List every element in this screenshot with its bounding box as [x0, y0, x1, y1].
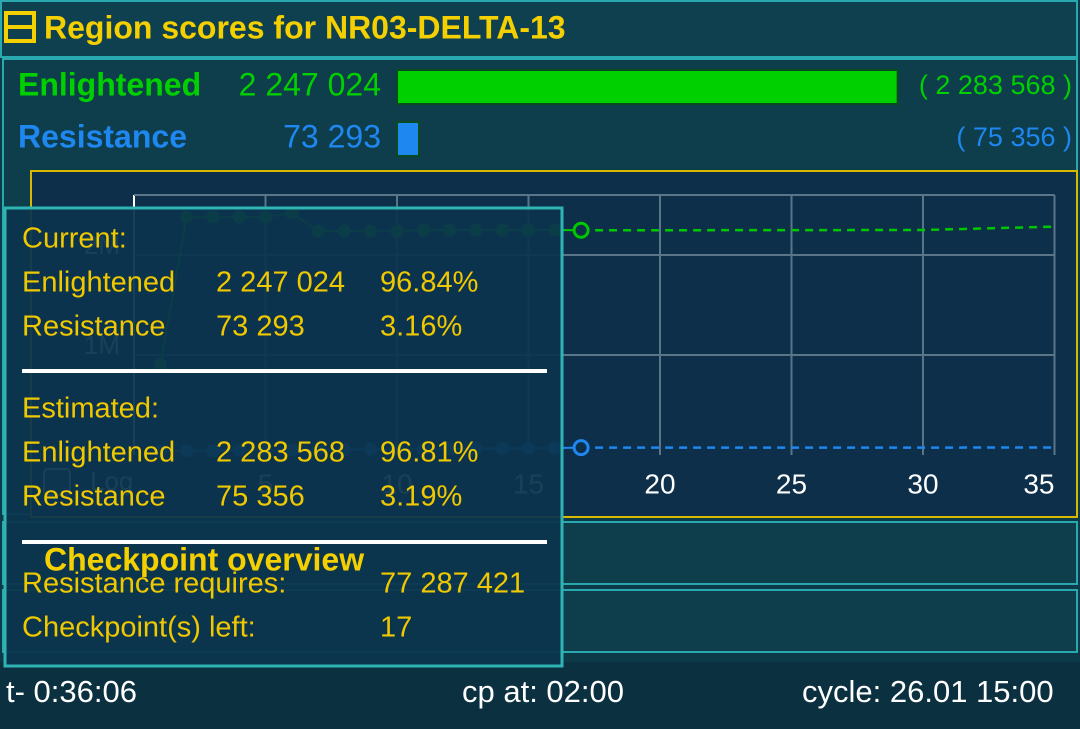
tooltip-value: 73 293: [216, 311, 305, 343]
score-bar: [396, 121, 420, 157]
tooltip-label: Resistance: [22, 481, 165, 513]
section-title: Checkpoint overview: [44, 541, 364, 577]
series-point: [572, 439, 590, 457]
tooltip-heading: Current:: [22, 223, 127, 255]
score-value: 73 293: [283, 118, 381, 154]
score-estimate: ( 75 356 ): [956, 122, 1072, 152]
series-point: [572, 221, 590, 239]
checkpoint-time: cp at: 02:00: [462, 674, 624, 709]
collapse-icon[interactable]: [4, 11, 36, 43]
tooltip-value: 2 247 024: [216, 267, 345, 299]
score-value: 2 247 024: [239, 66, 381, 102]
score-name: Enlightened: [18, 66, 201, 102]
tooltip-percent: 96.81%: [380, 437, 478, 469]
tooltip-label: Checkpoint(s) left:: [22, 612, 256, 644]
x-tick-label: 35: [1023, 468, 1054, 499]
header-bar: [0, 0, 1078, 58]
tooltip-value: 17: [380, 612, 412, 644]
tooltip: Current: Enlightened 2 247 024 96.84% Resist…: [3, 206, 564, 668]
x-tick-label: 30: [907, 468, 938, 499]
footer-bar: [0, 662, 1080, 729]
tooltip-percent: 3.19%: [380, 481, 462, 513]
panel-title: Region scores for NR03-DELTA-13: [44, 9, 566, 45]
tooltip-percent: 3.16%: [380, 311, 462, 343]
tooltip-label: Enlightened: [22, 267, 175, 299]
tooltip-label: Resistance requires:: [22, 568, 286, 600]
timer: t- 0:36:06: [6, 674, 137, 709]
tooltip-box: [3, 206, 564, 668]
tooltip-label: Enlightened: [22, 437, 175, 469]
score-estimate: ( 2 283 568 ): [919, 70, 1072, 100]
score-name: Resistance: [18, 118, 187, 154]
tooltip-percent: 96.84%: [380, 267, 478, 299]
x-tick-label: 20: [644, 468, 675, 499]
projection-line: [581, 225, 1055, 232]
x-tick-label: 25: [776, 468, 807, 499]
tooltip-value: 2 283 568: [216, 437, 345, 469]
score-bar: [396, 69, 899, 105]
tooltip-value: 75 356: [216, 481, 305, 513]
tooltip-heading: Estimated:: [22, 393, 159, 425]
tooltip-label: Resistance: [22, 311, 165, 343]
cycle: cycle: 26.01 15:00: [802, 674, 1054, 709]
tooltip-value: 77 287 421: [380, 568, 525, 600]
